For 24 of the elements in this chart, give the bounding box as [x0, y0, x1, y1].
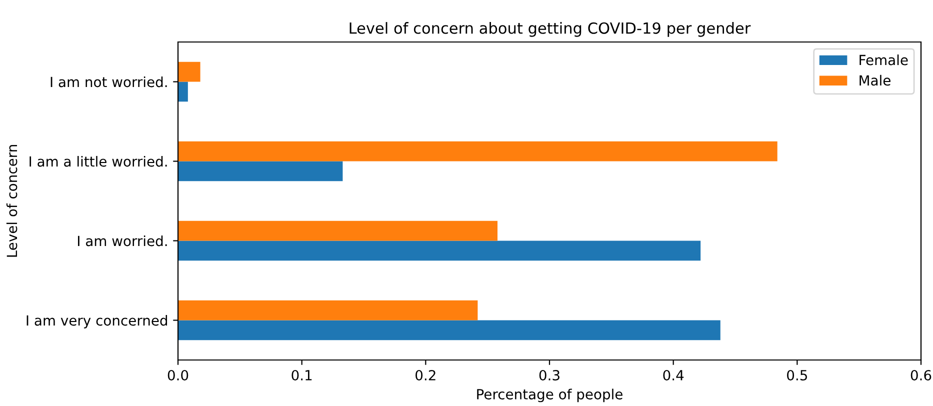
legend-label: Female: [860, 54, 908, 66]
bar: [178, 320, 720, 340]
bar: [178, 141, 778, 162]
bar: [178, 62, 200, 82]
x-tick-label: 0.6: [910, 370, 932, 380]
y-tick-label: I am a little worried.: [30, 156, 167, 167]
chart-title: Level of concern about getting COVID-19 per gender: [350, 22, 751, 37]
x-tick-label: 0.0: [168, 370, 188, 380]
x-tick-label: 0.3: [539, 370, 560, 380]
legend-label: Male: [860, 74, 890, 86]
x-tick-label: 0.4: [663, 370, 684, 380]
bar: [178, 82, 188, 102]
y-tick-label: I am worried.: [78, 235, 167, 246]
y-axis-title: Level of concern: [6, 145, 18, 257]
y-tick-label: I am very concerned: [26, 314, 168, 328]
y-tick-label: I am not worried.: [50, 76, 167, 88]
bar: [178, 220, 498, 241]
bar: [178, 300, 478, 320]
x-axis-title: Percentage of people: [477, 388, 622, 402]
x-tick-label: 0.1: [292, 370, 312, 380]
x-tick-label: 0.2: [416, 370, 436, 380]
bar: [178, 161, 343, 182]
bar: [178, 240, 701, 261]
x-tick-label: 0.5: [787, 370, 807, 380]
